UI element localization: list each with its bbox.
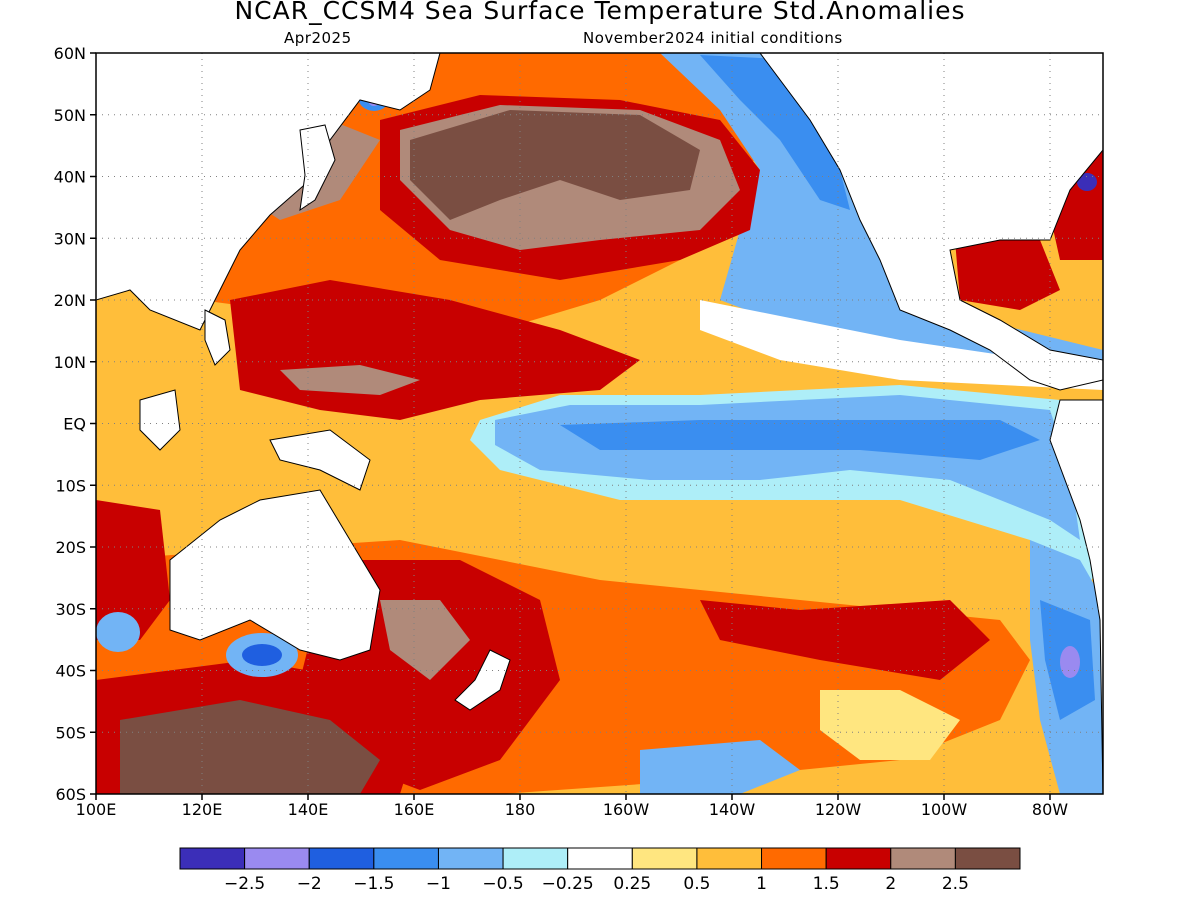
lat-tick-label: EQ [63,415,86,434]
land-new-guinea [269,429,371,491]
colorbar-swatch [308,847,375,870]
lat-tick-label: 60N [54,44,86,63]
map-field [96,53,1103,794]
lon-tick-label: 100W [921,800,968,819]
anomaly-region-indian-ocean-hot [96,500,170,640]
anomaly-region-atlantic-cold-spot [1077,173,1097,191]
colorbar-label: −2.5 [224,874,265,894]
lat-tick-label: 10N [54,353,86,372]
colorbar-label: −1.5 [353,874,394,894]
colorbar-swatch [373,847,439,870]
anomaly-region-southern-ocean-extreme [120,700,380,794]
anomaly-region-cold-tongue-core [560,420,1040,460]
anomaly-region-indian-ocean-cool [96,612,140,652]
lon-tick-label: 160E [394,800,435,819]
anomaly-region-bight-cold [242,644,282,666]
anomaly-region-south-cool-patch [640,740,800,794]
lon-axis: 100E 120E 140E 160E 180 160W 140W 120W 100W 80W [76,794,1068,819]
lon-tick-label: 120E [182,800,223,819]
forecast-month: Apr2025 [284,29,352,47]
anomaly-region-south-mild-patch [820,690,960,760]
colorbar-swatch [502,847,569,870]
lon-tick-label: 140E [288,800,329,819]
colorbar-label: 2.5 [942,874,969,894]
colorbar-swatch [179,847,246,870]
colorbar-swatch [631,847,698,870]
lat-tick-label: 30N [54,229,86,248]
colorbar-label: 0.25 [613,874,651,894]
anomaly-region-gulf-hot [955,240,1060,310]
lon-tick-label: 140W [709,800,756,819]
lat-tick-label: 50S [55,723,86,742]
anomaly-region-northeast-cool [660,53,1103,380]
lat-tick-label: 10S [55,476,86,495]
colorbar-swatch [825,847,892,870]
anomaly-region-tasman-very-hot [380,600,470,680]
anomaly-region-warm-pool-core [280,365,420,395]
lat-tick-label: 50N [54,106,86,125]
colorbar: −2.5 −2 −1.5 −1 −0.5 −0.25 0.25 0.5 1 1.5 2 2.5 [179,847,1021,894]
anomaly-region-north-extreme [410,110,700,220]
colorbar-label: −0.25 [542,874,594,894]
lat-tick-label: 20S [55,538,86,557]
colorbar-label: −1 [426,874,451,894]
colorbar-swatch [244,847,310,870]
colorbar-swatch [696,847,763,870]
colorbar-swatch [954,847,1021,870]
lat-tick-label: 20N [54,291,86,310]
anomaly-region-chile-cold-spot [1060,646,1080,678]
land-asia [96,53,441,331]
colorbar-label: −0.5 [482,874,523,894]
anomaly-region-south-central-hot [700,600,990,680]
lat-tick-label: 60S [55,785,86,804]
anomaly-region-neutral-band [700,300,1103,390]
colorbar-swatch [761,847,827,870]
land-australia [169,489,381,661]
colorbar-label: −2 [297,874,322,894]
colorbar-label: 0.5 [683,874,710,894]
lat-axis: 60N 50N 40N 30N 20N 10N EQ 10S 20S 30S 40S 50S 60S [54,44,96,804]
land-philippines [204,309,231,366]
colorbar-swatch [890,847,956,870]
lon-tick-label: 80W [1032,800,1068,819]
lat-tick-label: 40S [55,662,86,681]
land-new-zealand [454,649,511,711]
colorbar-label: 1.5 [813,874,840,894]
lon-tick-label: 120W [815,800,862,819]
colorbar-swatch [437,847,504,870]
land-north-america [759,53,1103,391]
lat-tick-label: 40N [54,168,86,187]
lat-tick-label: 30S [55,600,86,619]
lon-tick-label: 160W [603,800,650,819]
initial-conditions: November2024 initial conditions [583,29,843,47]
land-japan [299,124,336,212]
colorbar-label: 2 [885,874,896,894]
lon-tick-label: 180 [505,800,536,819]
colorbar-label: 1 [756,874,767,894]
land-borneo [139,389,181,451]
map-title: NCAR_CCSM4 Sea Surface Temperature Std.A… [234,0,966,25]
colorbar-swatch [567,847,633,870]
lon-tick-label: 100E [76,800,117,819]
